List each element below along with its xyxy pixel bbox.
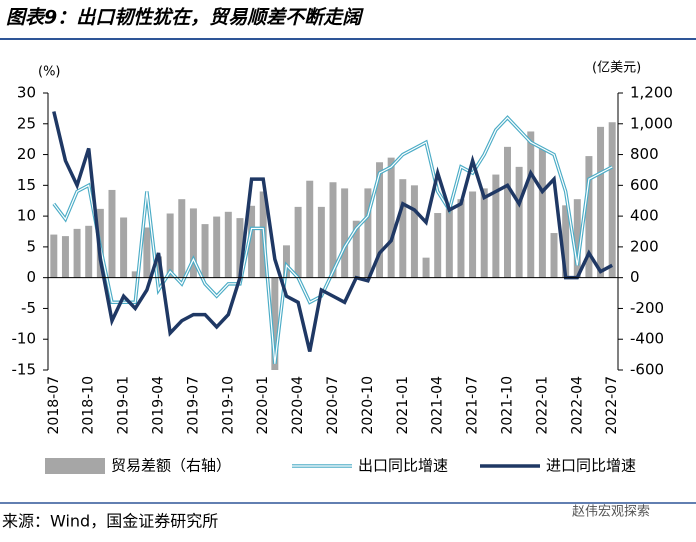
bar	[515, 166, 523, 278]
line-inner	[53, 116, 613, 364]
legend-label: 贸易差额（右轴）	[111, 457, 231, 475]
y2-tick-label: 600	[630, 176, 659, 194]
bar	[108, 189, 116, 278]
y2-tick-label: 400	[630, 207, 659, 225]
bar	[504, 146, 511, 278]
y2-tick-label: 200	[630, 237, 659, 255]
bar	[294, 206, 302, 278]
bar	[317, 206, 325, 278]
x-tick-label: 2021-10	[499, 376, 515, 435]
bar	[50, 234, 58, 278]
x-tick-label: 2020-10	[360, 376, 376, 435]
x-tick-label: 2021-04	[430, 376, 446, 435]
y2-tick-label: -400	[630, 330, 664, 348]
x-tick-label: 2021-01	[395, 376, 411, 435]
x-tick-label: 2021-07	[465, 376, 481, 435]
legend-swatch	[45, 458, 105, 474]
y-tick-label: 30	[17, 84, 36, 102]
y2-tick-label: 0	[630, 268, 640, 286]
x-tick-label: 2018-07	[46, 376, 62, 435]
bar	[248, 205, 256, 278]
x-tick-label: 2019-04	[151, 376, 167, 435]
y-tick-label: 10	[17, 207, 36, 225]
bar	[585, 156, 593, 278]
y2-tick-label: 800	[630, 145, 659, 163]
bar	[597, 126, 605, 278]
bar	[73, 228, 81, 278]
bar	[341, 188, 349, 278]
bar	[399, 179, 407, 278]
x-tick-label: 2019-10	[220, 376, 236, 435]
bar	[550, 233, 558, 278]
bar	[282, 245, 290, 278]
y-tick-label: 5	[26, 237, 36, 255]
y-tick-label: 15	[17, 176, 36, 194]
bar	[143, 227, 151, 278]
x-tick-label: 2022-07	[604, 376, 620, 435]
bar	[131, 271, 139, 278]
bar	[434, 213, 442, 278]
line	[52, 111, 614, 352]
bar	[352, 220, 360, 278]
chart-title: 图表9：出口韧性犹在，贸易顺差不断走阔	[6, 7, 364, 29]
legend-label: 进口同比增速	[546, 457, 636, 475]
y2-tick-label: -600	[630, 361, 664, 379]
legend-label: 出口同比增速	[358, 457, 448, 475]
bar	[329, 182, 337, 278]
bar	[387, 157, 395, 278]
bar	[178, 199, 186, 278]
bar	[469, 191, 477, 278]
bar	[492, 174, 500, 278]
y-tick-label: -10	[12, 330, 37, 348]
y2-tick-label: 1,000	[630, 114, 673, 132]
y-tick-label: -15	[12, 361, 37, 379]
x-tick-label: 2019-01	[116, 376, 132, 435]
bar	[61, 236, 69, 278]
bar	[120, 217, 128, 278]
y-axis-label: (%)	[38, 65, 61, 80]
bar	[85, 225, 93, 278]
x-tick-label: 2020-04	[290, 376, 306, 435]
y2-axis-label: (亿美元)	[592, 61, 641, 76]
bar	[166, 213, 174, 278]
bar	[189, 208, 197, 278]
bar	[306, 180, 314, 278]
x-tick-label: 2019-07	[185, 376, 201, 435]
x-tick-label: 2018-10	[81, 376, 97, 435]
bar	[271, 277, 279, 370]
bar	[422, 257, 430, 278]
y-tick-label: -5	[21, 299, 36, 317]
x-tick-label: 2020-07	[325, 376, 341, 435]
x-tick-label: 2022-04	[569, 376, 585, 435]
bar	[364, 188, 372, 278]
watermark: 赵伟宏观探索	[572, 505, 650, 520]
bar	[538, 148, 546, 278]
bar	[573, 199, 581, 278]
x-tick-label: 2022-01	[534, 376, 550, 435]
bar	[213, 216, 221, 278]
bar	[445, 208, 453, 278]
source: 来源：Wind，国金证券研究所	[2, 512, 218, 531]
y-tick-label: 0	[26, 268, 36, 286]
bar	[376, 162, 384, 278]
bar	[224, 211, 232, 278]
bar	[201, 224, 209, 278]
bar	[608, 122, 616, 278]
bar	[410, 185, 418, 278]
y2-tick-label: -200	[630, 299, 664, 317]
y-tick-label: 25	[17, 114, 36, 132]
bar	[236, 218, 244, 278]
bar	[562, 205, 570, 278]
x-tick-label: 2020-01	[255, 376, 271, 435]
bar	[480, 188, 488, 278]
bar	[155, 256, 162, 278]
bar	[527, 131, 535, 278]
y-tick-label: 20	[17, 145, 36, 163]
bar	[457, 199, 465, 278]
y2-tick-label: 1,200	[630, 84, 673, 102]
